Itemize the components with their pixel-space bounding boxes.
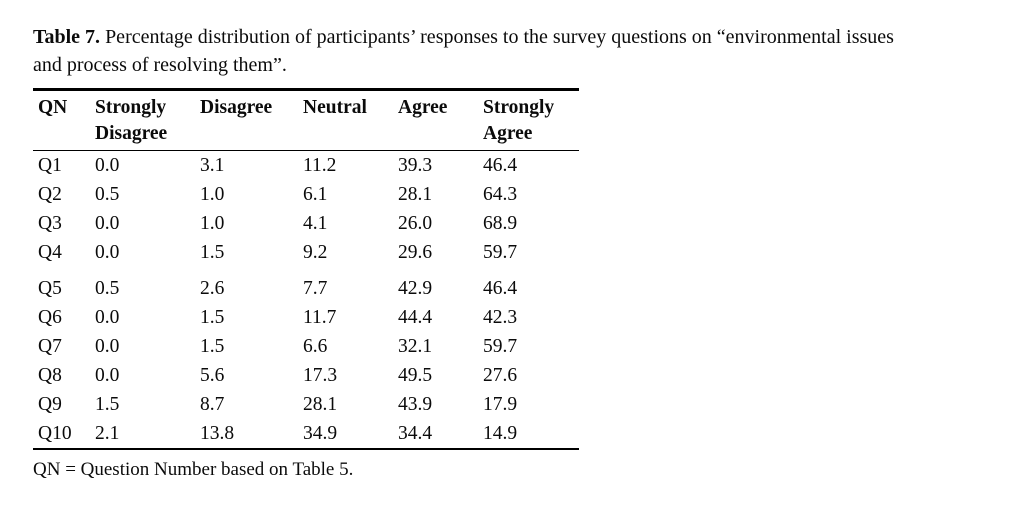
value-cell: 17.3: [303, 365, 338, 386]
row-label: Q7: [38, 336, 62, 357]
col-header-disagree: Disagree: [200, 89, 303, 151]
value-cell: 59.7: [483, 242, 518, 263]
value-cell: 27.6: [483, 365, 518, 386]
header-row: QN Strongly Disagree Disagree Neutral Ag…: [33, 89, 579, 151]
value-cell: 0.0: [95, 213, 120, 234]
col-header-strongly-agree: Strongly Agree: [483, 89, 579, 151]
caption-line1: Percentage distribution of participants’…: [105, 26, 894, 48]
value-cell: 8.7: [200, 394, 225, 415]
value-cell: 13.8: [200, 423, 235, 444]
row-label: Q8: [38, 365, 62, 386]
table-row: Q10 2.1 13.8 34.9 34.4 14.9: [33, 419, 579, 449]
value-cell: 11.7: [303, 307, 337, 328]
value-cell: 0.0: [95, 336, 120, 357]
caption-line2: and process of resolving them”.: [33, 54, 287, 76]
value-cell: 0.0: [95, 155, 120, 176]
value-cell: 34.4: [398, 423, 433, 444]
value-cell: 32.1: [398, 336, 433, 357]
value-cell: 1.5: [200, 336, 225, 357]
row-label: Q6: [38, 307, 62, 328]
value-cell: 0.5: [95, 184, 120, 205]
value-cell: 6.1: [303, 184, 328, 205]
row-label: Q5: [38, 278, 62, 299]
value-cell: 44.4: [398, 307, 433, 328]
value-cell: 11.2: [303, 155, 337, 176]
value-cell: 46.4: [483, 278, 518, 299]
value-cell: 1.5: [200, 242, 225, 263]
value-cell: 1.5: [200, 307, 225, 328]
value-cell: 2.6: [200, 278, 225, 299]
value-cell: 0.0: [95, 242, 120, 263]
row-label: Q10: [38, 423, 72, 444]
table-row: Q2 0.5 1.0 6.1 28.1 64.3: [33, 180, 579, 209]
value-cell: 28.1: [303, 394, 338, 415]
row-label: Q1: [38, 155, 62, 176]
value-cell: 46.4: [483, 155, 518, 176]
table-row: Q6 0.0 1.5 11.7 44.4 42.3: [33, 303, 579, 332]
value-cell: 29.6: [398, 242, 433, 263]
value-cell: 2.1: [95, 423, 120, 444]
value-cell: 34.9: [303, 423, 338, 444]
value-cell: 42.9: [398, 278, 433, 299]
table-row: Q9 1.5 8.7 28.1 43.9 17.9: [33, 390, 579, 419]
table-row: Q1 0.0 3.1 11.2 39.3 46.4: [33, 151, 579, 181]
value-cell: 42.3: [483, 307, 518, 328]
value-cell: 4.1: [303, 213, 328, 234]
value-cell: 9.2: [303, 242, 328, 263]
value-cell: 64.3: [483, 184, 518, 205]
survey-response-table: QN Strongly Disagree Disagree Neutral Ag…: [33, 88, 579, 450]
value-cell: 26.0: [398, 213, 433, 234]
col-header-agree: Agree: [398, 89, 483, 151]
col-header-neutral: Neutral: [303, 89, 398, 151]
value-cell: 49.5: [398, 365, 433, 386]
value-cell: 17.9: [483, 394, 518, 415]
col-header-qn: QN: [33, 89, 95, 151]
value-cell: 5.6: [200, 365, 225, 386]
row-label: Q9: [38, 394, 62, 415]
table-footnote: QN = Question Number based on Table 5.: [33, 459, 354, 480]
value-cell: 68.9: [483, 213, 518, 234]
row-label: Q3: [38, 213, 62, 234]
table-body: Q1 0.0 3.1 11.2 39.3 46.4 Q2 0.5 1.0 6.1 28.1 64.3 Q…: [33, 151, 579, 450]
value-cell: 28.1: [398, 184, 433, 205]
value-cell: 1.0: [200, 184, 225, 205]
table-row: Q8 0.0 5.6 17.3 49.5 27.6: [33, 361, 579, 390]
value-cell: 6.6: [303, 336, 328, 357]
value-cell: 14.9: [483, 423, 518, 444]
table-row: Q3 0.0 1.0 4.1 26.0 68.9: [33, 209, 579, 238]
value-cell: 39.3: [398, 155, 433, 176]
value-cell: 3.1: [200, 155, 225, 176]
table-row: Q7 0.0 1.5 6.6 32.1 59.7: [33, 332, 579, 361]
caption-label: Table 7.: [33, 26, 101, 48]
value-cell: 7.7: [303, 278, 328, 299]
value-cell: 59.7: [483, 336, 518, 357]
value-cell: 0.0: [95, 365, 120, 386]
value-cell: 0.5: [95, 278, 120, 299]
table-row: Q5 0.5 2.6 7.7 42.9 46.4: [33, 267, 579, 303]
value-cell: 1.5: [95, 394, 120, 415]
table-caption: Table 7. Percentage distribution of part…: [33, 23, 1003, 79]
table-row: Q4 0.0 1.5 9.2 29.6 59.7: [33, 238, 579, 267]
col-header-strongly-disagree: Strongly Disagree: [95, 89, 200, 151]
row-label: Q2: [38, 184, 62, 205]
value-cell: 1.0: [200, 213, 225, 234]
value-cell: 43.9: [398, 394, 433, 415]
row-label: Q4: [38, 242, 62, 263]
value-cell: 0.0: [95, 307, 120, 328]
